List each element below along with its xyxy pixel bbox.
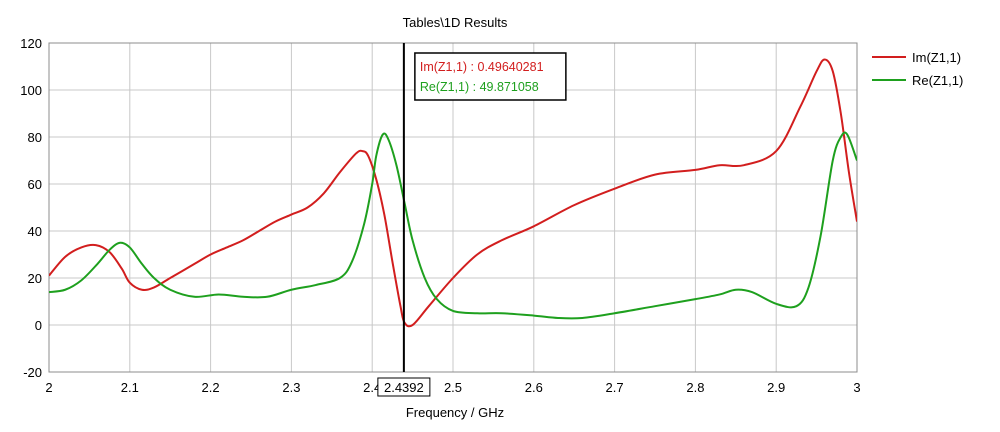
- series-lines: [49, 58, 857, 328]
- y-tick-label: 80: [28, 130, 42, 145]
- x-tick-label: 2: [45, 380, 52, 395]
- legend-entry: Im(Z1,1): [912, 50, 961, 65]
- y-tick-label: 60: [28, 177, 42, 192]
- marker-x-label: 2.4392: [384, 380, 424, 395]
- y-tick-label: 120: [20, 36, 42, 51]
- y-tick-label: 100: [20, 83, 42, 98]
- series-line-im: [49, 58, 857, 328]
- marker-readout-text: Re(Z1,1) : 49.871058: [420, 80, 539, 94]
- x-tick-label: 2.8: [686, 380, 704, 395]
- x-tick-label: 3: [853, 380, 860, 395]
- x-tick-label: 2.3: [282, 380, 300, 395]
- x-axis-label: Frequency / GHz: [406, 405, 504, 420]
- x-tick-label: 2.1: [121, 380, 139, 395]
- chart-title: Tables\1D Results: [403, 15, 508, 30]
- x-tick-label: 2.5: [444, 380, 462, 395]
- legend-entry: Re(Z1,1): [912, 73, 963, 88]
- axes: 2 2.1 2.2 2.3 2.4 2.5 2.6 2.7 2.8 2.9 3 120 100 80 60 4…: [20, 36, 860, 395]
- x-tick-label: 2.6: [525, 380, 543, 395]
- x-tick-label: 2.7: [606, 380, 624, 395]
- marker[interactable]: Im(Z1,1) : 0.49640281 Re(Z1,1) : 49.87105…: [377, 43, 567, 397]
- x-tick-label: 2.4: [363, 380, 381, 395]
- x-tick-label: 2.9: [767, 380, 785, 395]
- y-tick-label: -20: [23, 365, 42, 380]
- x-tick-label: 2.2: [202, 380, 220, 395]
- y-tick-label: 20: [28, 271, 42, 286]
- y-tick-label: 40: [28, 224, 42, 239]
- y-tick-label: 0: [35, 318, 42, 333]
- legend: Im(Z1,1) Re(Z1,1): [872, 50, 963, 88]
- series-line-re: [49, 131, 857, 320]
- marker-readout-box: [414, 52, 567, 101]
- marker-readout-text: Im(Z1,1) : 0.49640281: [420, 60, 544, 74]
- plot-frame: [48, 42, 858, 373]
- marker-x-label-box: [377, 377, 431, 397]
